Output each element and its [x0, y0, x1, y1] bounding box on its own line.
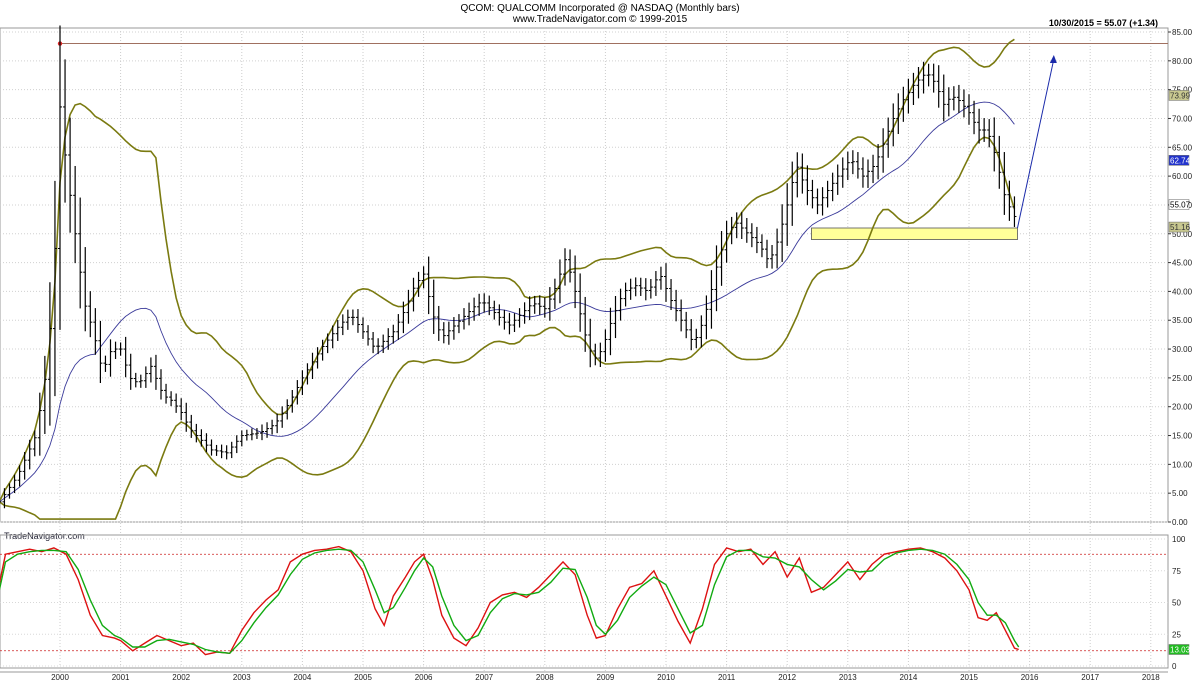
- x-tick-label: 2001: [112, 673, 130, 681]
- stoch-value-tag: [1168, 644, 1190, 655]
- price-value-tag: [1168, 155, 1190, 166]
- x-tick-label: 2015: [960, 673, 978, 681]
- price-pane-frame: [0, 27, 1169, 523]
- y-tick-label: 25.00: [1172, 374, 1193, 383]
- x-tick-label: 2002: [172, 673, 190, 681]
- price-value-tag-label: 62.74: [1170, 156, 1191, 165]
- stoch-k-line: [0, 545, 1019, 656]
- x-tick-label: 2010: [657, 673, 675, 681]
- y-tick-label: 70.00: [1172, 114, 1193, 123]
- axes: 2000 2001 2002 2003 2004 2005 2006 2007 2008 2009…: [51, 28, 1192, 681]
- y-tick-label: 5.00: [1172, 489, 1188, 498]
- x-tick-label: 2004: [294, 673, 312, 681]
- bollinger-upper: [0, 38, 1015, 503]
- x-tick-label: 2017: [1081, 673, 1099, 681]
- stoch-d-line: [0, 548, 1020, 655]
- y-tick-label: 0.00: [1172, 518, 1188, 527]
- x-tick-label: 2007: [475, 673, 493, 681]
- x-tick-label: 2012: [778, 673, 796, 681]
- y-tick-label: 80.00: [1172, 57, 1193, 66]
- x-tick-label: 2011: [718, 673, 736, 681]
- y-tick-label: 85.00: [1172, 28, 1193, 37]
- price-value-tag: [1168, 221, 1190, 233]
- last-bar-readout: 10/30/2015 = 55.07 (+1.34): [1048, 18, 1158, 28]
- x-tick-label: 2014: [900, 673, 918, 681]
- y-tick-label: 20.00: [1172, 403, 1193, 412]
- x-tick-label: 2003: [233, 673, 251, 681]
- projection-arrow-head: [1049, 55, 1057, 64]
- y-tick-label: 40.00: [1172, 287, 1193, 296]
- chart-title: QCOM: QUALCOMM Incorporated @ NASDAQ (Mo…: [460, 3, 740, 14]
- x-tick-label: 2006: [415, 673, 433, 681]
- moving-average: [0, 101, 1015, 502]
- x-tick-label: 2009: [597, 673, 615, 681]
- y-tick-label: 10.00: [1172, 460, 1193, 469]
- x-tick-label: 2008: [536, 673, 554, 681]
- bollinger-lower: [0, 136, 1016, 520]
- y-tick-label: 30.00: [1172, 345, 1193, 354]
- stoch-tick-label: 0: [1172, 662, 1177, 671]
- y-tick-label: 45.00: [1172, 259, 1193, 268]
- chart-subtitle: www.TradeNavigator.com © 1999-2015: [512, 14, 688, 25]
- stochastic-pane-frame: [0, 534, 1169, 669]
- stoch-value-tag-label: 13.03: [1170, 645, 1191, 654]
- price-value-tag-label: 51.16: [1170, 223, 1191, 232]
- grid: [0, 27, 1169, 673]
- projection-arrow: [1016, 58, 1055, 229]
- stoch-tick-label: 75: [1172, 567, 1181, 576]
- x-tick-label: 2018: [1142, 673, 1160, 681]
- stochastic-pane: [0, 545, 1168, 656]
- x-tick-label: 2000: [51, 673, 69, 681]
- y-tick-label: 35.00: [1172, 316, 1193, 325]
- stoch-tick-label: 25: [1172, 630, 1181, 639]
- price-pane: [0, 25, 1168, 520]
- x-tick-label: 2016: [1021, 673, 1039, 681]
- support-zone: [811, 227, 1018, 240]
- price-value-tag-label: 55.07: [1170, 201, 1191, 210]
- watermark: TradeNavigator.com: [4, 531, 85, 541]
- x-tick-label: 2013: [839, 673, 857, 681]
- x-tick-label: 2005: [354, 673, 372, 681]
- price-value-tag: [1168, 199, 1190, 210]
- y-tick-label: 60.00: [1172, 172, 1193, 181]
- y-tick-label: 50.00: [1172, 230, 1193, 239]
- y-tick-label: 65.00: [1172, 143, 1193, 152]
- stoch-tick-label: 100: [1172, 535, 1186, 544]
- y-tick-label: 15.00: [1172, 432, 1193, 441]
- y-tick-label: 75.00: [1172, 86, 1193, 95]
- price-value-tag: [1168, 90, 1190, 101]
- price-value-tag-label: 73.99: [1170, 91, 1191, 100]
- stoch-tick-label: 50: [1172, 599, 1181, 608]
